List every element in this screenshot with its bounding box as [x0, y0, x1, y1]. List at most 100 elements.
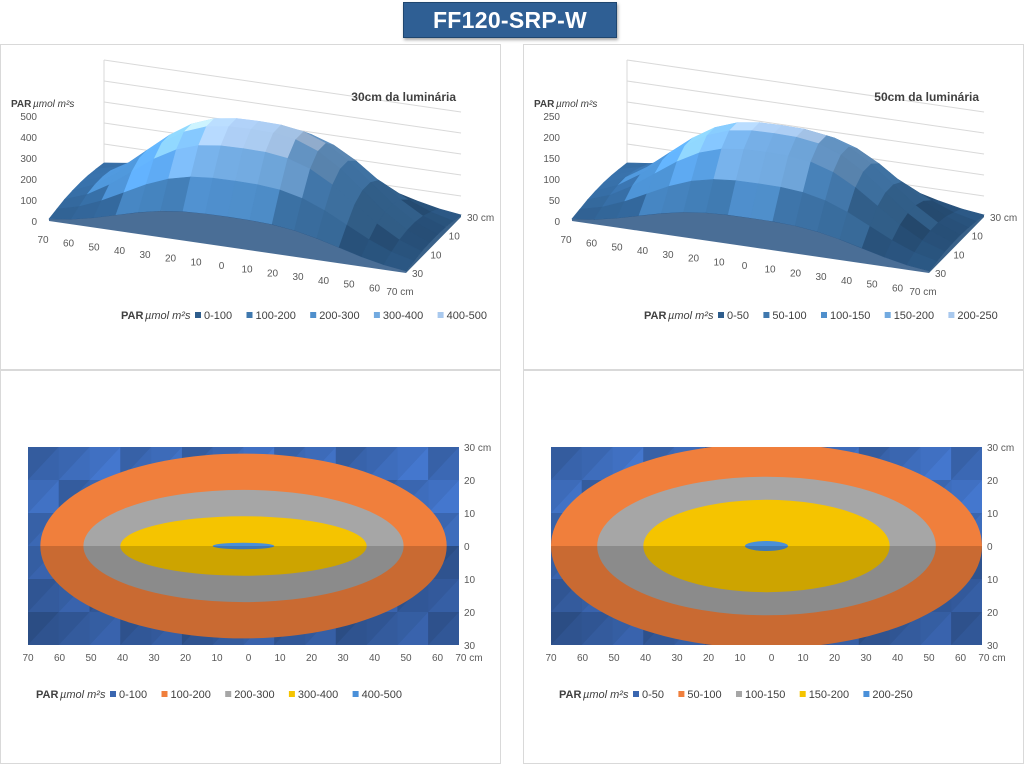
x-tick: 30 [662, 250, 674, 261]
panel-surface-50cm: 0 50 100 150 200 250 70 60 50 40 30 20 10 0 10 20 30 40 50… [523, 44, 1024, 370]
y-tick: 10 [449, 232, 461, 243]
region-400-500 [212, 542, 275, 550]
x-tick: 50 [866, 280, 878, 291]
contour-chart-30cm: 70 60 50 40 30 20 10 0 10 20 30 40 50 60 70 cm 30 cm 20 1… [22, 443, 491, 701]
x-tick: 40 [318, 276, 330, 287]
legend: PAR µmol m²s 0-50 50-100 100-150 150-200 200-2… [644, 310, 998, 322]
x-tick: 10 [734, 653, 746, 664]
legend-entry-400-500: 400-500 [362, 689, 402, 701]
chart-title: 50cm da luminária [874, 90, 979, 104]
x-tick: 20 [180, 653, 192, 664]
y-tick: 10 [464, 509, 476, 520]
legend-swatch [678, 691, 685, 697]
x-tick: 10 [274, 653, 286, 664]
z-tick-100: 100 [543, 175, 560, 186]
z-tick-500: 500 [20, 112, 37, 123]
x-tick: 30 [292, 272, 304, 283]
facet [274, 447, 306, 480]
x-tick: 50 [343, 280, 355, 291]
chart-title: 30cm da luminária [351, 90, 456, 104]
y-tick: 0 [464, 542, 470, 553]
x-tick: 20 [267, 268, 279, 279]
facet [428, 480, 459, 513]
x-tick: 50 [85, 653, 97, 664]
x-tick: 60 [54, 653, 66, 664]
z-axis-unit: µmol m²s [33, 99, 74, 110]
x-tick: 50 [88, 242, 100, 253]
x-tick: 30 [148, 653, 160, 664]
y-tick: 30 [412, 269, 424, 280]
legend-swatch [633, 691, 639, 697]
facet [581, 612, 613, 645]
facet [643, 612, 675, 645]
legend-unit: µmol m²s [145, 310, 191, 322]
facet [951, 612, 982, 645]
page-title: FF120-SRP-W [403, 2, 617, 38]
facet [89, 612, 121, 645]
panel-surface-30cm: 0 100 200 300 400 500 70 60 50 40 30 20 10 0 10 20 30 40 5… [0, 44, 501, 370]
x-tick: 40 [841, 276, 853, 287]
legend-swatch [373, 312, 380, 318]
x-tick: 70 cm [455, 653, 482, 664]
x-tick: 70 cm [909, 287, 936, 298]
x-tick: 10 [241, 265, 253, 276]
gridline [103, 80, 462, 134]
legend-label: PAR [559, 689, 581, 701]
facet [28, 579, 59, 612]
surface-front-edge [49, 210, 406, 273]
x-tick: 60 [892, 283, 904, 294]
x-tick: 70 cm [386, 287, 413, 298]
legend-unit: µmol m²s [668, 310, 714, 322]
facet [58, 447, 90, 480]
x-tick: 50 [923, 653, 935, 664]
facet [28, 612, 59, 645]
z-tick-150: 150 [543, 154, 560, 165]
legend-entry-100-150: 100-150 [830, 310, 870, 322]
x-tick: 60 [586, 239, 598, 250]
x-tick: 30 [671, 653, 683, 664]
x-tick: 50 [608, 653, 620, 664]
surface [571, 122, 985, 272]
y-tick: 20 [987, 476, 999, 487]
x-tick: 10 [211, 653, 223, 664]
surface-right-edge [929, 214, 984, 273]
legend-label: PAR [121, 310, 143, 322]
x-tick: 20 [306, 653, 318, 664]
facet [428, 612, 459, 645]
x-tick: 50 [400, 653, 412, 664]
facet [28, 480, 59, 513]
x-tick: 20 [790, 268, 802, 279]
x-tick: 40 [114, 246, 126, 257]
panel-contour-30cm: 70 60 50 40 30 20 10 0 10 20 30 40 50 60 70 cm 30 cm 20 1… [0, 370, 501, 764]
x-tick: 70 [560, 235, 572, 246]
x-tick: 0 [769, 653, 775, 664]
y-tick: 30 cm [467, 213, 494, 224]
legend-swatch [884, 312, 891, 318]
legend-swatch [863, 691, 870, 697]
legend-swatch [948, 312, 955, 318]
legend-swatch [310, 312, 317, 318]
gridline [103, 59, 462, 113]
z-tick-0: 0 [554, 217, 560, 228]
x-tick: 60 [369, 283, 381, 294]
z-tick-250: 250 [543, 112, 560, 123]
legend-entry-200-300: 200-300 [319, 310, 359, 322]
facet [581, 447, 613, 480]
x-tick: 30 [139, 250, 151, 261]
z-tick-400: 400 [20, 133, 37, 144]
facet [428, 579, 459, 612]
legend-entry-0-100: 0-100 [204, 310, 232, 322]
y-tick: 20 [464, 608, 476, 619]
legend-entry-400-500: 400-500 [447, 310, 487, 322]
facet [612, 612, 644, 645]
x-tick: 30 [860, 653, 872, 664]
legend-entry-50-100: 50-100 [687, 689, 721, 701]
legend-entry-200-250: 200-250 [957, 310, 997, 322]
x-tick: 40 [637, 246, 649, 257]
x-tick: 40 [117, 653, 129, 664]
gridline [626, 80, 985, 134]
x-tick: 10 [713, 257, 725, 268]
legend-entry-300-400: 300-400 [298, 689, 338, 701]
x-tick: 30 [815, 272, 827, 283]
facet [397, 612, 429, 645]
